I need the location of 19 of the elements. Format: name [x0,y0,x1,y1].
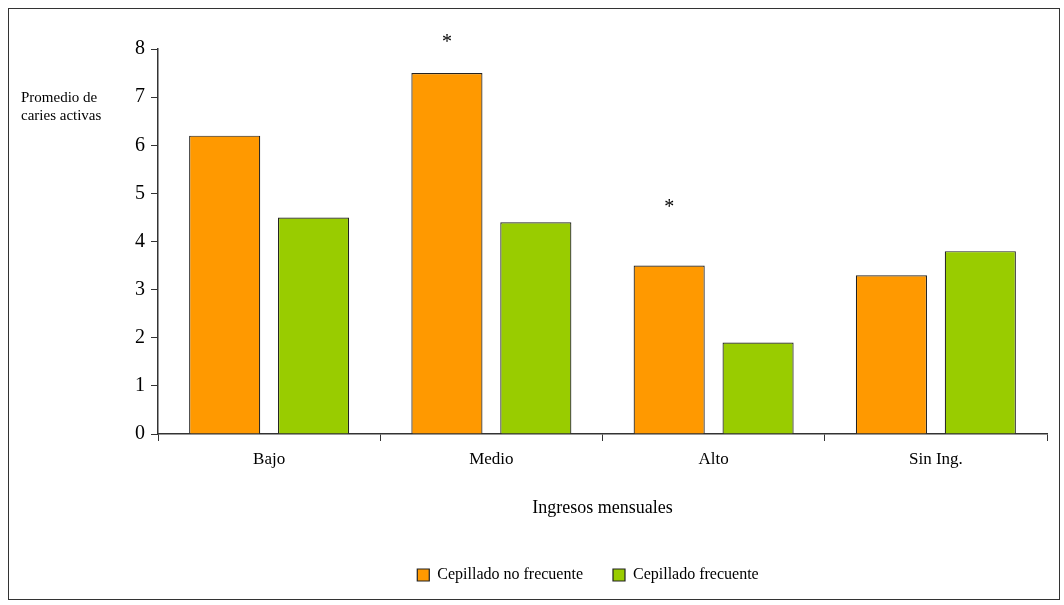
legend-label: Cepillado frecuente [633,565,759,584]
y-tick-label: 5 [135,180,145,203]
y-tick-label: 1 [135,373,145,396]
x-tick-label: Bajo [253,448,286,468]
y-tick-label: 2 [135,325,145,347]
x-tick-label: Medio [469,448,514,468]
x-tick-label: Alto [698,448,729,468]
y-tick-label: 7 [135,84,145,107]
x-axis-title: Ingresos mensuales [532,496,673,517]
y-tick-label: 4 [135,228,145,251]
y-tick-label: 3 [135,276,145,299]
annotation: * [441,30,452,53]
legend-label: Cepillado no frecuente [437,565,583,584]
annotation: * [664,194,675,217]
y-tick-label: 8 [135,36,145,59]
x-tick-label: Sin Ing. [908,448,963,468]
y-axis-title: Promedio de caries activas [21,89,102,124]
y-tick-label: 6 [135,132,145,155]
y-tick-label: 0 [135,421,145,444]
